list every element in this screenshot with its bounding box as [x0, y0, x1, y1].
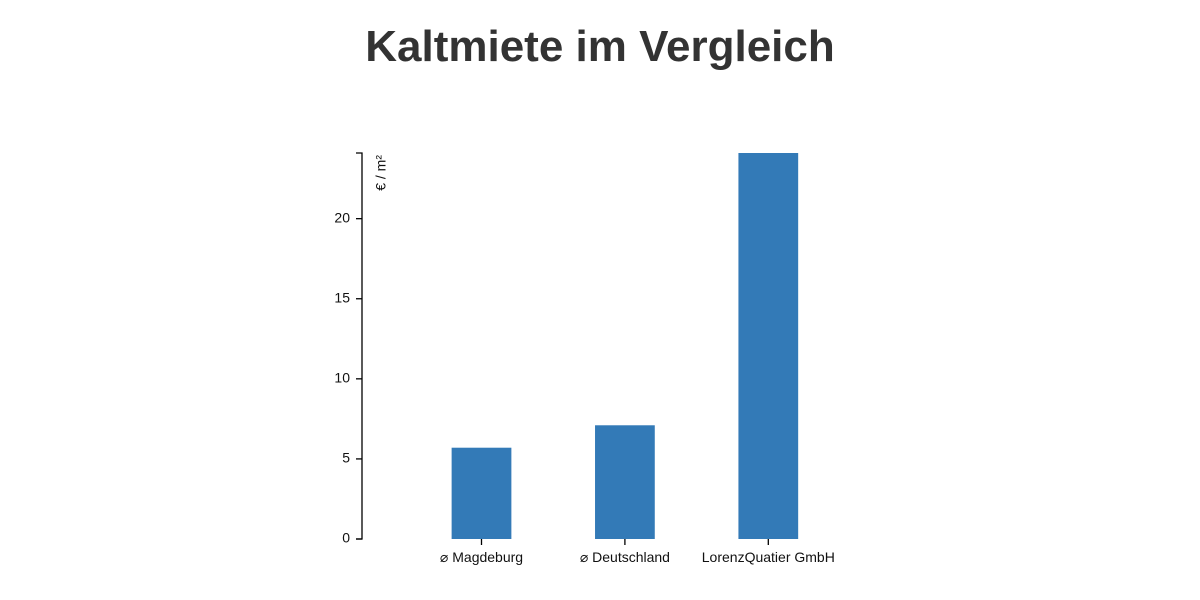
- y-axis-label: € / m²: [373, 155, 389, 191]
- bars: [451, 153, 799, 539]
- bar: [738, 153, 799, 539]
- x-tick-label: ⌀ Deutschland: [580, 549, 670, 565]
- bar: [595, 425, 655, 539]
- x-axis: ⌀ Magdeburg ⌀ Deutschland LorenzQuatier Gm…: [440, 539, 835, 565]
- bar: [451, 447, 512, 539]
- y-axis: 0 5 10 15 20: [334, 152, 363, 546]
- x-tick-label: LorenzQuatier GmbH: [702, 549, 835, 565]
- chart-title: Kaltmiete im Vergleich: [365, 22, 835, 71]
- y-tick-label: 10: [334, 370, 350, 386]
- y-tick-label: 0: [342, 530, 350, 546]
- y-tick-label: 5: [342, 450, 350, 466]
- x-tick-label: ⌀ Magdeburg: [440, 549, 523, 565]
- y-axis-line: [356, 152, 363, 540]
- y-tick-label: 15: [334, 289, 350, 305]
- y-tick-label: 20: [334, 209, 350, 225]
